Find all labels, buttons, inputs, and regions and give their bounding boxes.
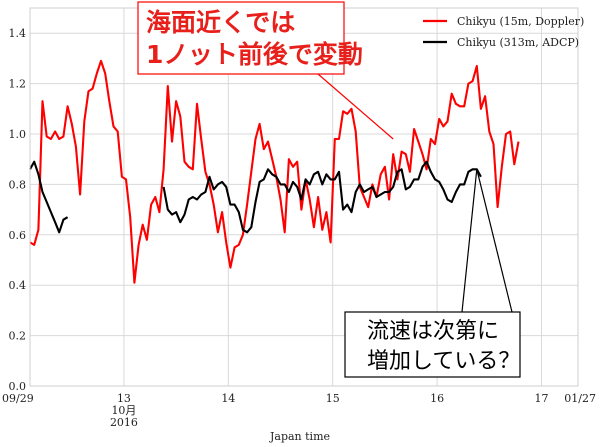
x-tick-label: 13	[117, 392, 131, 405]
annotation-black-pointer-b	[476, 169, 513, 313]
annotation-black-box	[344, 311, 521, 378]
annotation-red-box	[137, 1, 345, 75]
series-line-adcp-segment	[29, 160, 69, 234]
x-tick-label: 09/29	[2, 392, 34, 405]
y-tick-label: 1.2	[9, 78, 27, 91]
series-adcp-313m	[29, 160, 482, 234]
y-axis-ticks: 0.0 0.2 0.4 0.6 0.8 1.0 1.2 1.4	[9, 27, 27, 393]
annotation-red: 海面近くでは 1ノット前後で変動	[137, 1, 394, 140]
x-tick-label: 16	[430, 392, 444, 405]
annotation-red-line1: 海面近くでは	[146, 8, 295, 37]
legend: Chikyu (15m, Doppler) Chikyu (313m, ADCP…	[423, 15, 584, 49]
x-tick-label: 17	[534, 392, 548, 405]
annotation-black-pointer-a	[461, 169, 478, 313]
x-tick-label: 01/27	[564, 392, 596, 405]
annotation-black-line1: 流速は次第に	[367, 319, 499, 344]
annotation-black-line2: 増加している？	[367, 349, 520, 374]
annotation-red-pointer	[317, 73, 394, 140]
x-axis-label: Japan time	[269, 430, 330, 443]
y-tick-label: 1.4	[9, 27, 27, 40]
y-tick-label: 0.8	[9, 178, 27, 191]
y-tick-label: 0.6	[9, 229, 27, 242]
legend-label-adcp: Chikyu (313m, ADCP)	[457, 36, 579, 49]
series-line-doppler	[29, 59, 520, 284]
y-tick-label: 0.4	[9, 279, 27, 292]
series-line-adcp-segment	[162, 160, 482, 234]
annotation-red-line2: 1ノット前後で変動	[146, 40, 363, 69]
y-tick-label: 1.0	[9, 128, 27, 141]
legend-label-doppler: Chikyu (15m, Doppler)	[457, 15, 584, 28]
annotation-black: 流速は次第に 増加している？	[344, 169, 521, 378]
x-tick-sublabel-year: 2016	[110, 416, 138, 429]
series-doppler-15m	[29, 59, 520, 284]
y-tick-label: 0.0	[9, 380, 27, 393]
x-tick-label: 14	[221, 392, 235, 405]
x-tick-label: 15	[326, 392, 340, 405]
x-tick-sublabel-month: 10月	[111, 404, 136, 417]
y-tick-label: 0.2	[9, 330, 27, 343]
